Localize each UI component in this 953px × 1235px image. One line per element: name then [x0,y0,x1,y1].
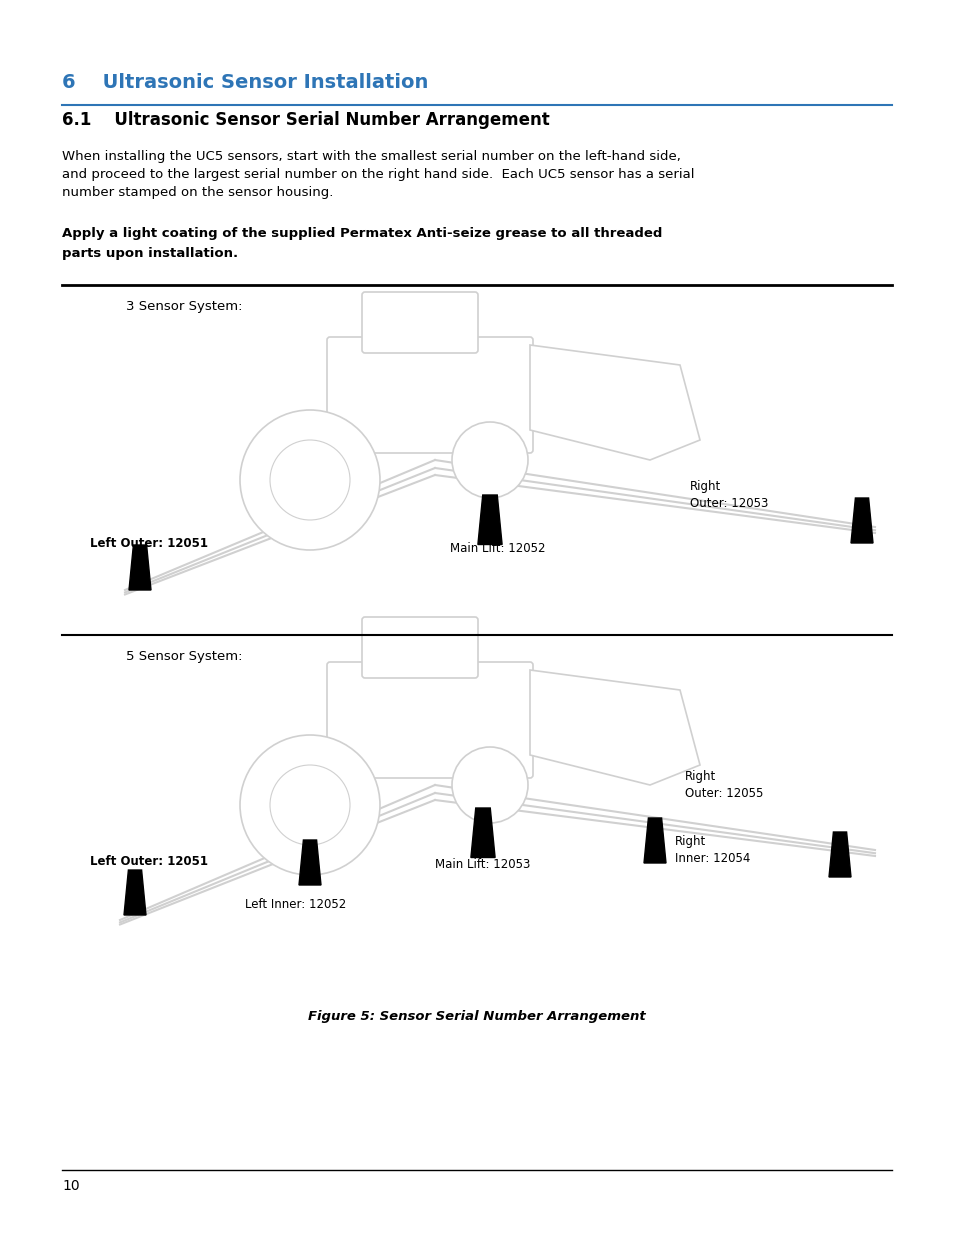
Circle shape [452,747,527,823]
Text: Left Inner: 12052: Left Inner: 12052 [245,898,346,911]
Text: 6.1    Ultrasonic Sensor Serial Number Arrangement: 6.1 Ultrasonic Sensor Serial Number Arra… [62,111,549,128]
Polygon shape [643,818,665,863]
Circle shape [270,764,350,845]
Polygon shape [828,832,850,877]
Text: When installing the UC5 sensors, start with the smallest serial number on the le: When installing the UC5 sensors, start w… [62,149,680,163]
Circle shape [452,422,527,498]
Text: Main Lift: 12052: Main Lift: 12052 [450,542,545,555]
Text: Left Outer: 12051: Left Outer: 12051 [90,537,208,550]
Circle shape [240,410,379,550]
Text: number stamped on the sensor housing.: number stamped on the sensor housing. [62,186,333,199]
FancyBboxPatch shape [361,618,477,678]
Text: 5 Sensor System:: 5 Sensor System: [126,650,242,663]
Text: parts upon installation.: parts upon installation. [62,247,238,261]
Text: Right
Outer: 12055: Right Outer: 12055 [684,769,762,800]
Text: Right
Inner: 12054: Right Inner: 12054 [675,835,750,864]
Text: Main Lift: 12053: Main Lift: 12053 [435,858,530,871]
FancyBboxPatch shape [361,291,477,353]
Polygon shape [471,808,495,857]
Text: Left Outer: 12051: Left Outer: 12051 [90,855,208,868]
Polygon shape [477,495,501,545]
Circle shape [240,735,379,876]
Polygon shape [530,671,700,785]
Text: 6    Ultrasonic Sensor Installation: 6 Ultrasonic Sensor Installation [62,73,428,91]
Text: Apply a light coating of the supplied Permatex Anti-seize grease to all threaded: Apply a light coating of the supplied Pe… [62,227,661,240]
Circle shape [270,440,350,520]
Polygon shape [124,869,146,915]
Polygon shape [298,840,320,885]
Text: 3 Sensor System:: 3 Sensor System: [126,300,242,312]
FancyBboxPatch shape [327,662,533,778]
Polygon shape [530,345,700,459]
Polygon shape [129,545,151,590]
Text: Right
Outer: 12053: Right Outer: 12053 [689,480,767,510]
Text: and proceed to the largest serial number on the right hand side.  Each UC5 senso: and proceed to the largest serial number… [62,168,694,182]
Text: Figure 5: Sensor Serial Number Arrangement: Figure 5: Sensor Serial Number Arrangeme… [308,1010,645,1023]
Text: 10: 10 [62,1179,79,1193]
FancyBboxPatch shape [327,337,533,453]
Polygon shape [850,498,872,543]
